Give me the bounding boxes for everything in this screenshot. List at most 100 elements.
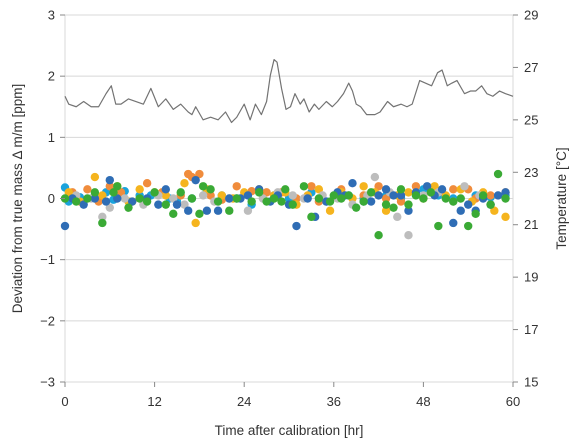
data-point: [206, 185, 215, 194]
data-point: [303, 194, 312, 203]
data-point: [288, 191, 297, 200]
data-point: [411, 182, 421, 191]
y2-tick-label: 23: [524, 165, 538, 180]
data-point: [195, 169, 204, 179]
data-point: [254, 188, 264, 197]
data-point: [441, 194, 450, 203]
y2-axis-title: Temperature [°C]: [554, 147, 569, 249]
data-point: [434, 221, 443, 231]
y2-tick-label: 29: [524, 8, 538, 23]
data-points: [60, 169, 510, 240]
y2-tick-label: 19: [524, 270, 538, 285]
x-tick-label: 24: [237, 394, 251, 409]
data-point: [277, 197, 286, 206]
data-point: [90, 172, 100, 182]
y2-tick-label: 17: [524, 322, 538, 337]
data-point: [381, 194, 391, 203]
data-point: [281, 185, 290, 194]
data-point: [247, 197, 256, 206]
data-point: [105, 175, 115, 185]
data-point: [60, 221, 70, 231]
data-point: [184, 206, 193, 215]
data-point: [359, 182, 368, 191]
data-point: [411, 191, 421, 200]
data-point: [449, 185, 458, 194]
left-axis-ticks: −3 −2 −1 0 1 2 3: [40, 8, 65, 390]
data-point: [381, 185, 391, 194]
data-point: [381, 206, 391, 215]
y-tick-label: 0: [48, 191, 55, 206]
data-point: [314, 185, 324, 194]
data-point: [449, 218, 458, 228]
data-point: [370, 172, 380, 182]
data-point: [135, 185, 144, 194]
data-point: [344, 191, 353, 200]
data-point: [393, 212, 402, 222]
data-point: [366, 188, 376, 197]
data-point: [154, 200, 163, 209]
data-point: [325, 206, 335, 215]
data-point: [404, 200, 413, 209]
data-point: [501, 212, 510, 222]
data-point: [471, 209, 480, 218]
data-point: [161, 185, 170, 194]
data-point: [217, 191, 226, 200]
data-point: [292, 221, 301, 231]
data-point: [437, 185, 447, 194]
data-point: [430, 182, 439, 191]
data-point: [374, 182, 383, 191]
data-point: [262, 197, 271, 206]
data-point: [464, 200, 473, 209]
data-point: [213, 197, 223, 206]
data-point: [337, 194, 346, 203]
data-point: [359, 197, 368, 206]
temperature-line: [64, 58, 514, 124]
data-point: [493, 191, 503, 200]
x-axis-title: Time after calibration [hr]: [215, 423, 364, 438]
data-point: [478, 191, 488, 200]
data-point: [329, 191, 338, 200]
data-point: [98, 218, 107, 228]
data-point: [348, 179, 357, 188]
data-point: [120, 194, 129, 203]
data-point: [396, 185, 406, 194]
data-point: [243, 206, 253, 215]
y2-tick-label: 21: [524, 217, 538, 232]
data-point: [198, 191, 208, 200]
data-point: [72, 197, 81, 206]
data-point: [83, 185, 92, 194]
data-point: [501, 188, 510, 197]
data-point: [109, 188, 118, 197]
data-point: [307, 212, 316, 222]
x-tick-label: 0: [61, 394, 68, 409]
data-point: [90, 188, 100, 197]
data-point: [422, 182, 432, 191]
data-point: [191, 218, 200, 228]
data-point: [202, 206, 212, 215]
data-point: [490, 206, 499, 215]
temperature-line-path: [64, 58, 514, 124]
data-point: [288, 200, 297, 209]
data-point: [64, 188, 73, 197]
data-point: [195, 209, 204, 218]
y-tick-label: −1: [40, 252, 55, 267]
data-point: [269, 194, 279, 203]
data-point: [486, 191, 495, 200]
y-tick-label: −3: [40, 375, 55, 390]
data-point: [366, 197, 376, 206]
y-axis-title: Deviation from true mass Δ m/m [ppm]: [10, 84, 25, 314]
data-point: [456, 194, 465, 203]
data-point: [381, 200, 391, 209]
data-point: [90, 194, 100, 203]
data-point: [262, 188, 271, 197]
y-tick-label: 1: [48, 130, 55, 145]
data-point: [243, 191, 253, 200]
data-point: [486, 200, 495, 209]
data-point: [404, 206, 413, 215]
data-point: [169, 209, 178, 218]
data-point: [314, 194, 324, 203]
data-point: [419, 194, 428, 203]
x-tick-label: 48: [416, 394, 430, 409]
data-point: [493, 169, 503, 179]
